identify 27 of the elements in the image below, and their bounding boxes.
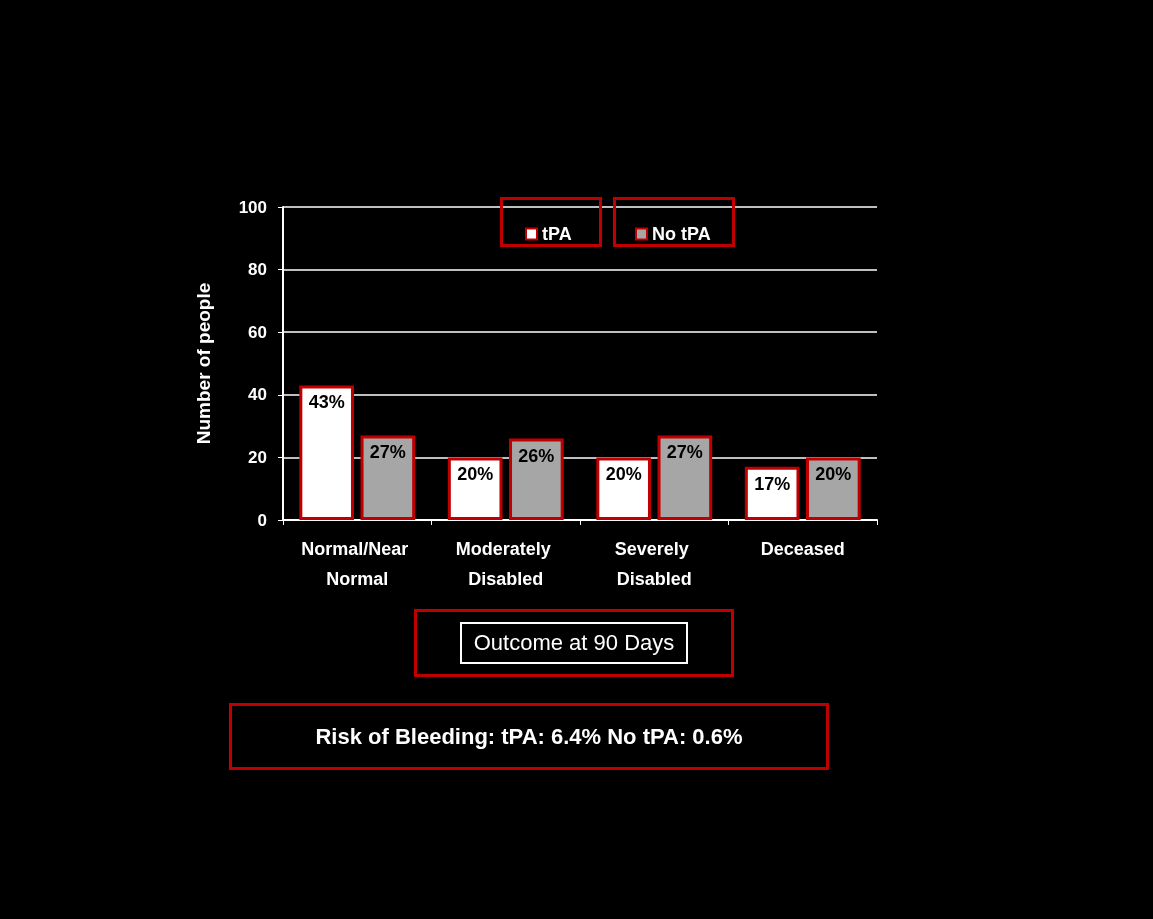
x-axis-title: Outcome at 90 Days — [459, 622, 689, 664]
data-label: 20% — [457, 464, 494, 485]
data-label: 20% — [815, 464, 852, 485]
y-tick-label: 40 — [248, 385, 267, 405]
legend-label: No tPA — [652, 224, 711, 244]
bar — [806, 457, 861, 520]
bar — [657, 435, 713, 520]
y-tick-label: 0 — [257, 510, 267, 530]
x-tick-label: Deceased — [760, 539, 845, 559]
data-label: 17% — [754, 473, 791, 494]
y-tick-label: 20 — [248, 447, 267, 467]
y-tick-label: 60 — [248, 322, 267, 342]
bar — [360, 435, 416, 520]
bar — [509, 438, 564, 520]
data-label: 20% — [605, 464, 642, 485]
text: Risk of Bleeding: tPA: 6.4% No tPA: 0.6% — [229, 703, 829, 770]
x-tick-label: Moderately Disabled — [455, 539, 556, 589]
x-tick-label: Severely Disabled — [614, 539, 694, 589]
y-axis-title: Number of people — [193, 282, 214, 445]
data-label: 27% — [666, 442, 703, 463]
data-label: 27% — [369, 442, 406, 463]
x-tick-label: Normal/Near Normal — [301, 539, 414, 589]
data-label: 26% — [518, 445, 555, 466]
y-tick-label: 100 — [238, 197, 267, 217]
legend-label: tPA — [542, 224, 572, 244]
data-label: 43% — [308, 392, 345, 413]
y-tick-label: 80 — [248, 260, 267, 280]
